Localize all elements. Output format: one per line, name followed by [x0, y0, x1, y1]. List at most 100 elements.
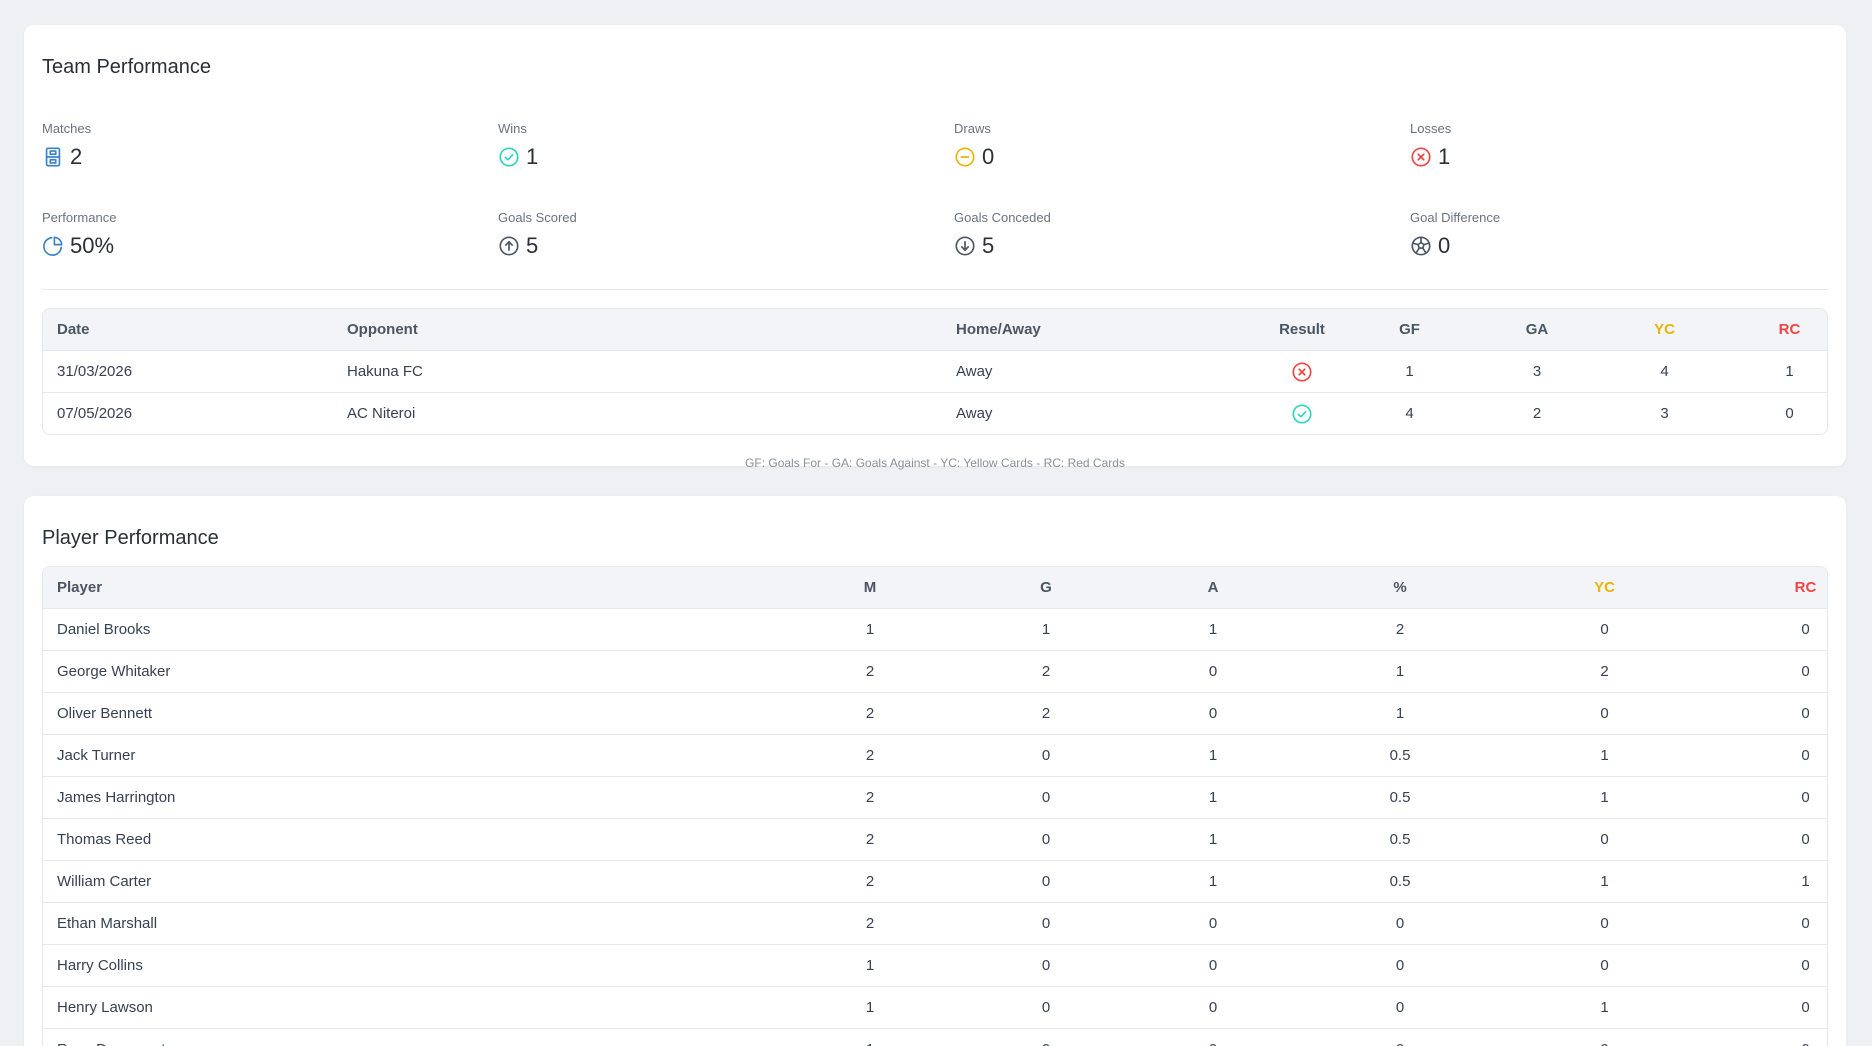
player-row[interactable]: James Harrington 2 0 1 0.5 1 0	[43, 776, 1827, 818]
player-assists: 1	[1208, 789, 1218, 806]
arrow-up-circle-icon	[498, 235, 520, 257]
player-assists: 0	[1208, 915, 1218, 932]
stat-value-row: 1	[498, 143, 954, 171]
match-ga: 2	[1532, 405, 1542, 422]
player-percent: 1	[1395, 663, 1405, 680]
player-yc: 1	[1600, 747, 1609, 764]
header-date[interactable]: Date	[57, 321, 90, 338]
player-row[interactable]: Thomas Reed 2 0 1 0.5 0 0	[43, 818, 1827, 860]
header-yc[interactable]: YC	[1654, 321, 1675, 338]
player-name: Oliver Bennett	[57, 705, 153, 722]
player-name: Daniel Brooks	[57, 621, 151, 638]
player-name: Henry Lawson	[57, 999, 153, 1016]
players-table: Player M G A % YC RC Daniel Brooks 1 1 1 2 0 0…	[42, 566, 1828, 1046]
player-row[interactable]: Harry Collins 1 0 0 0 0 0	[43, 944, 1827, 986]
match-gf: 1	[1405, 363, 1414, 380]
player-row[interactable]: Henry Lawson 1 0 0 0 1 0	[43, 986, 1827, 1028]
stat-value-row: 50%	[42, 232, 498, 260]
player-name: Thomas Reed	[57, 831, 152, 848]
player-goals: 0	[1041, 831, 1051, 848]
match-result	[1242, 361, 1362, 383]
stat-label: Losses	[1410, 121, 1452, 136]
header-opponent[interactable]: Opponent	[347, 321, 418, 338]
match-date: 07/05/2026	[57, 405, 133, 422]
player-yc: 0	[1600, 705, 1609, 722]
player-matches: 1	[865, 999, 875, 1016]
header-yc[interactable]: YC	[1594, 579, 1615, 596]
stat-value: 5	[526, 233, 539, 258]
player-rc: 0	[1801, 957, 1810, 974]
player-goals: 0	[1041, 915, 1051, 932]
player-assists: 0	[1133, 1041, 1293, 1046]
player-goals: 0	[959, 1041, 1133, 1046]
player-matches: 2	[865, 789, 875, 806]
player-row[interactable]: Ryan Davenport100000	[43, 1028, 1827, 1046]
stat-label: Goals Scored	[498, 210, 577, 225]
player-goals: 0	[1041, 789, 1051, 806]
player-goals: 0	[1041, 873, 1051, 890]
stat-value: 0	[982, 144, 995, 169]
stat-value: 0	[1438, 233, 1451, 258]
header-player[interactable]: Player	[57, 579, 103, 596]
stat-value: 5	[982, 233, 995, 258]
match-home-away: Away	[956, 363, 993, 380]
match-row[interactable]: 31/03/2026 Hakuna FC Away 1 3 4 1	[43, 350, 1827, 392]
match-opponent: Hakuna FC	[347, 363, 423, 380]
stat-value: 1	[526, 144, 539, 169]
player-assists: 1	[1208, 621, 1218, 638]
match-row[interactable]: 07/05/2026 AC Niteroi Away 4 2 3 0	[43, 392, 1827, 434]
player-yc: 0	[1600, 957, 1609, 974]
player-percent: 0	[1395, 915, 1405, 932]
stat-value: 1	[1438, 144, 1451, 169]
player-row[interactable]: William Carter 2 0 1 0.5 1 1	[43, 860, 1827, 902]
header-rc[interactable]: RC	[1794, 579, 1817, 596]
player-matches: 2	[865, 747, 875, 764]
header-rc[interactable]: RC	[1778, 321, 1801, 338]
player-row[interactable]: Ethan Marshall 2 0 0 0 0 0	[43, 902, 1827, 944]
stat-label: Performance	[42, 210, 117, 225]
team-performance-card: Team Performance Matches 2 Wins 1 Draws 0 Loss…	[24, 25, 1846, 470]
player-rc: 0	[1801, 621, 1810, 638]
player-row[interactable]: Jack Turner 2 0 1 0.5 1 0	[43, 734, 1827, 776]
player-row[interactable]: Daniel Brooks 1 1 1 2 0 0	[43, 608, 1827, 650]
player-matches: 2	[865, 873, 875, 890]
player-yc: 2	[1600, 663, 1609, 680]
player-name: James Harrington	[57, 789, 176, 806]
header-gf[interactable]: GF	[1399, 321, 1420, 338]
matches-table: Date Opponent Home/Away Result GF GA YC …	[42, 308, 1828, 435]
player-yc: 1	[1600, 873, 1609, 890]
check-circle-icon	[498, 146, 520, 168]
player-row[interactable]: George Whitaker 2 2 0 1 2 0	[43, 650, 1827, 692]
result-win-icon	[1291, 403, 1313, 425]
player-percent: 0.5	[1389, 789, 1411, 806]
header-home-away[interactable]: Home/Away	[956, 321, 1041, 338]
match-yc: 3	[1660, 405, 1669, 422]
player-goals: 0	[1041, 999, 1051, 1016]
stat-value-row: 5	[954, 232, 1410, 260]
stat-label: Matches	[42, 121, 92, 136]
matches-table-header: Date Opponent Home/Away Result GF GA YC …	[43, 309, 1827, 350]
stat-label: Goals Conceded	[954, 210, 1051, 225]
player-assists: 0	[1208, 999, 1218, 1016]
pie-chart-icon	[42, 235, 64, 257]
player-rc: 0	[1801, 999, 1810, 1016]
player-yc: 1	[1600, 789, 1609, 806]
result-loss-icon	[1291, 361, 1313, 383]
player-name: Jack Turner	[57, 747, 136, 764]
header-m[interactable]: M	[863, 579, 877, 596]
player-yc: 0	[1600, 915, 1609, 932]
header-a[interactable]: A	[1207, 579, 1219, 596]
player-performance-title: Player Performance	[42, 527, 219, 549]
player-assists: 0	[1208, 663, 1218, 680]
header-ga[interactable]: GA	[1525, 321, 1549, 338]
player-percent: 1	[1395, 705, 1405, 722]
player-assists: 1	[1208, 873, 1218, 890]
header-g[interactable]: G	[1040, 579, 1052, 596]
header-result[interactable]: Result	[1279, 321, 1325, 338]
stat-goal-difference: Goal Difference 0	[1410, 210, 1866, 299]
player-row[interactable]: Oliver Bennett 2 2 0 1 0 0	[43, 692, 1827, 734]
stat-losses: Losses 1	[1410, 121, 1866, 210]
player-assists: 1	[1208, 831, 1218, 848]
player-assists: 1	[1208, 747, 1218, 764]
header-percent[interactable]: %	[1393, 579, 1407, 596]
